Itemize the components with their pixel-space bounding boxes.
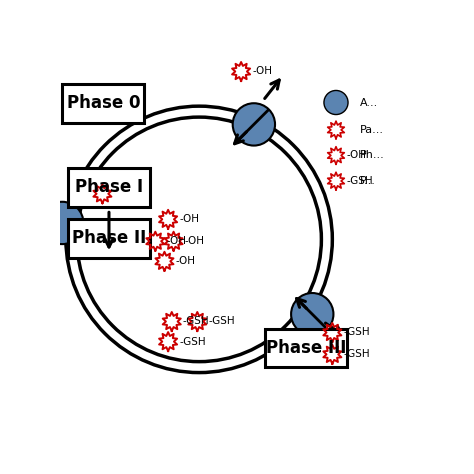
Polygon shape <box>323 345 341 364</box>
Text: -OH: -OH <box>166 236 186 246</box>
Polygon shape <box>159 332 177 351</box>
FancyBboxPatch shape <box>62 84 145 123</box>
Polygon shape <box>163 312 181 331</box>
FancyBboxPatch shape <box>265 329 347 367</box>
Polygon shape <box>164 232 182 251</box>
Text: Phase I: Phase I <box>75 178 143 196</box>
Text: -OH: -OH <box>252 66 272 76</box>
Polygon shape <box>93 184 111 203</box>
Text: Phase III: Phase III <box>266 339 346 357</box>
Polygon shape <box>159 210 177 229</box>
Circle shape <box>324 91 348 115</box>
Polygon shape <box>155 252 173 271</box>
Text: -OH: -OH <box>184 236 204 246</box>
FancyBboxPatch shape <box>68 168 150 207</box>
Circle shape <box>41 202 83 244</box>
Text: P...: P... <box>360 176 375 186</box>
FancyBboxPatch shape <box>68 219 150 258</box>
Text: Phase 0: Phase 0 <box>66 94 140 112</box>
Text: Pa...: Pa... <box>360 125 384 135</box>
Polygon shape <box>188 312 206 331</box>
Circle shape <box>233 103 275 146</box>
Text: -OH: -OH <box>346 150 366 160</box>
Polygon shape <box>328 121 344 138</box>
Text: A...: A... <box>360 98 378 108</box>
Text: -GSH: -GSH <box>343 328 370 337</box>
Text: -OH: -OH <box>179 214 199 224</box>
Text: -GSH: -GSH <box>208 317 235 327</box>
Polygon shape <box>232 62 250 81</box>
Text: -OH: -OH <box>175 256 195 266</box>
Circle shape <box>291 293 333 336</box>
Polygon shape <box>328 146 344 164</box>
Polygon shape <box>323 323 341 342</box>
Text: -GSH: -GSH <box>179 337 206 346</box>
Text: -GSH: -GSH <box>346 176 373 186</box>
Polygon shape <box>328 172 344 190</box>
Polygon shape <box>146 232 164 251</box>
Text: -GSH: -GSH <box>343 349 370 359</box>
Text: Ph...: Ph... <box>360 150 384 160</box>
Text: -GSH: -GSH <box>182 317 210 327</box>
Text: Phase II: Phase II <box>72 229 146 247</box>
